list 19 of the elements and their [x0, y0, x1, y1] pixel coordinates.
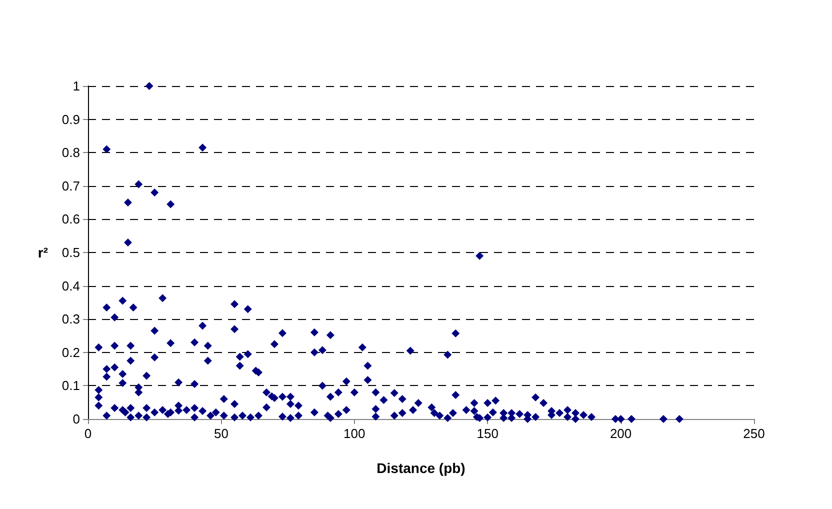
x-tick-label: 150 — [476, 426, 498, 441]
x-tick-label: 250 — [743, 426, 765, 441]
x-tick-label: 100 — [344, 426, 366, 441]
y-tick-label: 0.2 — [62, 344, 80, 360]
y-tick-label: 1 — [72, 78, 80, 94]
y-tick-label: 0.8 — [62, 145, 80, 160]
y-tick-label: 0.5 — [62, 245, 80, 260]
y-tick-label: 0.7 — [62, 178, 80, 194]
y-tick-label: 0.6 — [62, 212, 80, 227]
y-axis-title: r² — [38, 244, 48, 260]
x-tick-label: 200 — [610, 426, 632, 441]
x-tick-label: 50 — [214, 426, 228, 441]
y-tick-label: 0.4 — [62, 278, 80, 294]
x-tick-label: 0 — [84, 426, 92, 441]
y-tick-label: 0 — [72, 412, 80, 426]
y-tick-label: 0.1 — [62, 378, 80, 394]
y-tick-label: 0.9 — [62, 112, 80, 127]
x-axis-title: Distance (pb) — [376, 460, 466, 476]
y-tick-label: 0.3 — [62, 312, 80, 327]
